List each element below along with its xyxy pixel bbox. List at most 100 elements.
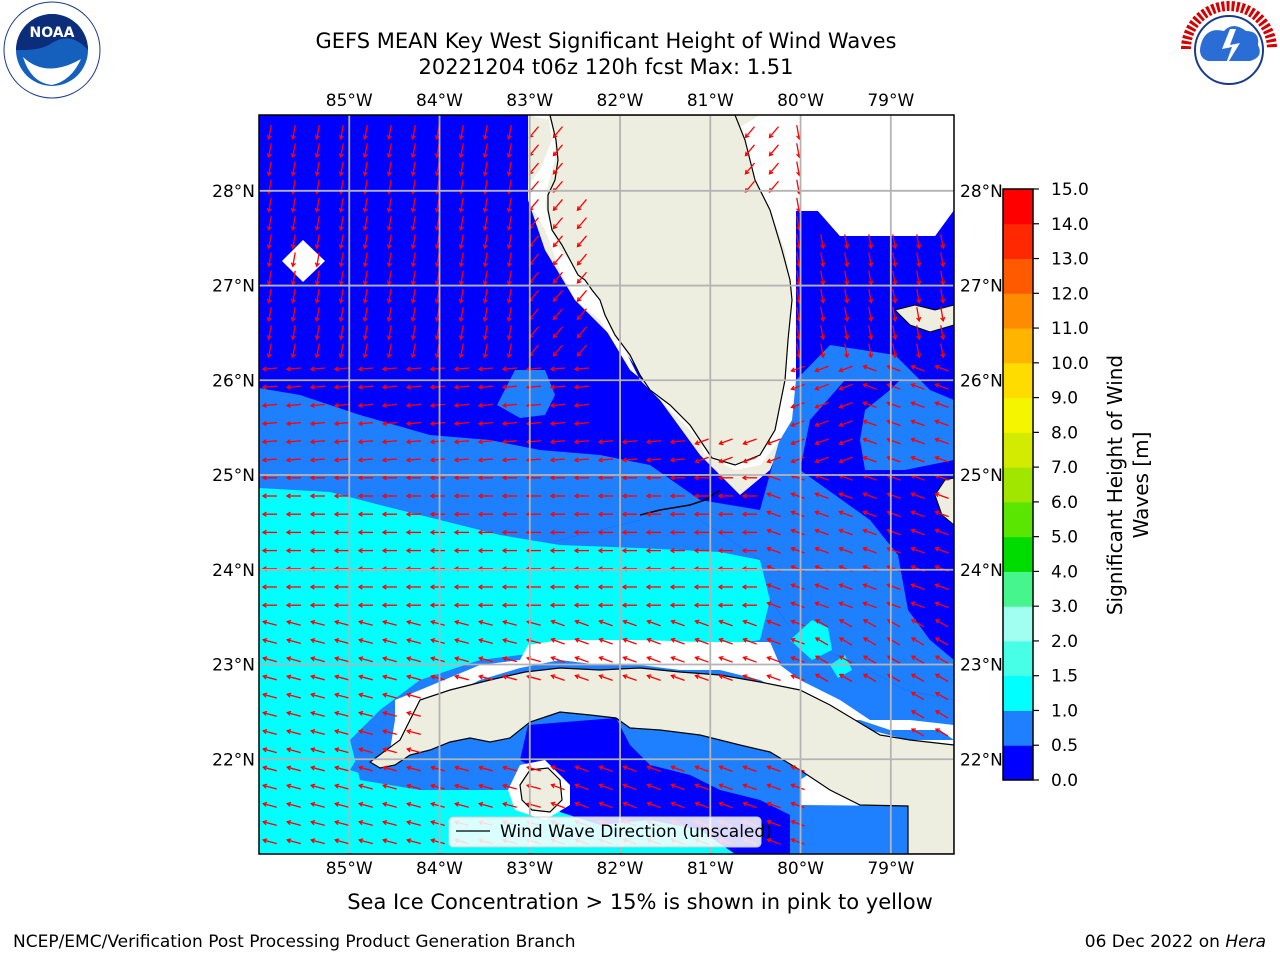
wave-arrow-head bbox=[314, 244, 320, 250]
wave-arrow-head bbox=[338, 335, 344, 341]
wave-arrow-head bbox=[310, 838, 316, 844]
wave-arrow-head bbox=[790, 674, 796, 680]
wave-arrow bbox=[508, 288, 512, 303]
wave-arrow bbox=[671, 620, 685, 627]
wave-arrow bbox=[767, 474, 781, 481]
wave-arrow-head bbox=[406, 619, 412, 625]
wave-arrow bbox=[791, 474, 805, 481]
wave-arrow-head bbox=[573, 493, 579, 499]
wave-arrow-head bbox=[622, 765, 628, 771]
wave-arrow-head bbox=[262, 692, 268, 698]
wave-arrow-head bbox=[285, 475, 291, 481]
wave-arrow bbox=[412, 161, 416, 176]
colorbar-tick-label: 3.0 bbox=[1051, 597, 1078, 617]
wave-arrow bbox=[935, 420, 949, 427]
wave-arrow-head bbox=[501, 402, 507, 408]
wave-arrow bbox=[892, 270, 896, 285]
wave-arrow-head bbox=[310, 729, 316, 735]
wave-arrow bbox=[454, 440, 470, 443]
wave-arrow bbox=[844, 234, 848, 249]
wave-arrow bbox=[478, 385, 494, 389]
wave-arrow bbox=[412, 270, 416, 285]
wave-arrow-head bbox=[552, 278, 558, 284]
wave-arrow bbox=[935, 728, 949, 737]
wave-arrow bbox=[646, 440, 662, 443]
wave-arrow-head bbox=[434, 280, 440, 286]
wave-arrow-head bbox=[482, 316, 488, 323]
wave-arrow bbox=[502, 403, 518, 407]
wave-arrow-head bbox=[309, 475, 315, 481]
wave-arrow-head bbox=[501, 384, 507, 390]
wave-arrow bbox=[359, 620, 373, 626]
wave-arrow-head bbox=[410, 316, 416, 323]
wave-arrow bbox=[599, 674, 613, 682]
wave-arrow-head bbox=[742, 783, 748, 789]
wave-arrow bbox=[316, 325, 320, 340]
wave-arrow-head bbox=[454, 783, 460, 789]
wave-arrow bbox=[743, 620, 757, 627]
wave-arrow-head bbox=[454, 674, 460, 680]
wave-arrow bbox=[839, 438, 853, 445]
colorbar-tick-label: 0.5 bbox=[1051, 736, 1078, 756]
wave-arrow-head bbox=[645, 511, 651, 517]
wave-arrow-head bbox=[430, 801, 436, 807]
wave-arrow bbox=[268, 306, 272, 322]
wave-arrow bbox=[292, 161, 296, 176]
wave-arrow bbox=[529, 308, 539, 320]
wave-arrow bbox=[406, 403, 422, 407]
wave-arrow-head bbox=[934, 455, 940, 461]
wave-arrow bbox=[340, 215, 344, 231]
wave-arrow-head bbox=[430, 674, 436, 680]
wave-arrow bbox=[839, 655, 853, 664]
wave-arrow bbox=[287, 730, 301, 736]
wave-arrow-head bbox=[386, 335, 392, 341]
wave-arrow bbox=[508, 215, 512, 231]
wave-arrow-head bbox=[621, 584, 627, 590]
wave-arrow-head bbox=[266, 335, 272, 341]
wave-arrow-head bbox=[430, 765, 436, 771]
chart-title: GEFS MEAN Key West Significant Height of… bbox=[315, 29, 897, 53]
wave-arrow bbox=[887, 456, 901, 463]
wave-arrow-head bbox=[261, 457, 267, 463]
wave-arrow-head bbox=[262, 710, 268, 716]
colorbar-segment bbox=[1003, 362, 1033, 399]
wave-arrow bbox=[553, 235, 563, 247]
wave-arrow-head bbox=[868, 280, 874, 286]
wave-arrow bbox=[911, 383, 925, 390]
wave-arrow bbox=[839, 492, 853, 500]
wave-arrow bbox=[575, 674, 589, 682]
wave-arrow-head bbox=[646, 619, 652, 625]
wave-arrow bbox=[316, 343, 320, 358]
wave-band-1.0-1.5 bbox=[790, 620, 832, 660]
wave-arrow-head bbox=[458, 280, 464, 286]
wave-arrow bbox=[553, 217, 563, 229]
wave-arrow bbox=[455, 802, 469, 808]
wave-arrow-head bbox=[382, 710, 388, 716]
footer-date: 06 Dec 2022 on Hera bbox=[1084, 932, 1266, 952]
wave-arrow-head bbox=[549, 602, 555, 608]
wave-arrow bbox=[430, 403, 446, 407]
wave-arrow-head bbox=[576, 260, 582, 266]
wave-arrow-head bbox=[645, 602, 651, 608]
wave-arrow-head bbox=[286, 674, 292, 680]
wave-arrow bbox=[529, 126, 539, 138]
wave-arrow-head bbox=[405, 493, 411, 499]
wave-arrow bbox=[577, 253, 587, 266]
wave-arrow-head bbox=[550, 637, 556, 643]
wave-arrow-head bbox=[434, 298, 440, 304]
wave-arrow bbox=[575, 802, 589, 809]
wave-arrow-head bbox=[334, 656, 340, 662]
wave-arrow-head bbox=[598, 765, 604, 771]
wave-arrow bbox=[911, 420, 925, 427]
wave-arrow-head bbox=[286, 747, 292, 753]
wave-arrow-head bbox=[429, 420, 435, 427]
wave-arrow-head bbox=[820, 298, 826, 304]
wave-arrow-head bbox=[334, 674, 340, 680]
wave-arrow bbox=[839, 456, 853, 463]
wave-arrow-head bbox=[453, 366, 459, 372]
wave-arrow-head bbox=[868, 244, 874, 250]
wave-arrow-head bbox=[262, 729, 268, 735]
wave-arrow bbox=[791, 456, 805, 463]
wave-arrow-head bbox=[573, 547, 579, 554]
wave-arrow bbox=[310, 403, 326, 407]
